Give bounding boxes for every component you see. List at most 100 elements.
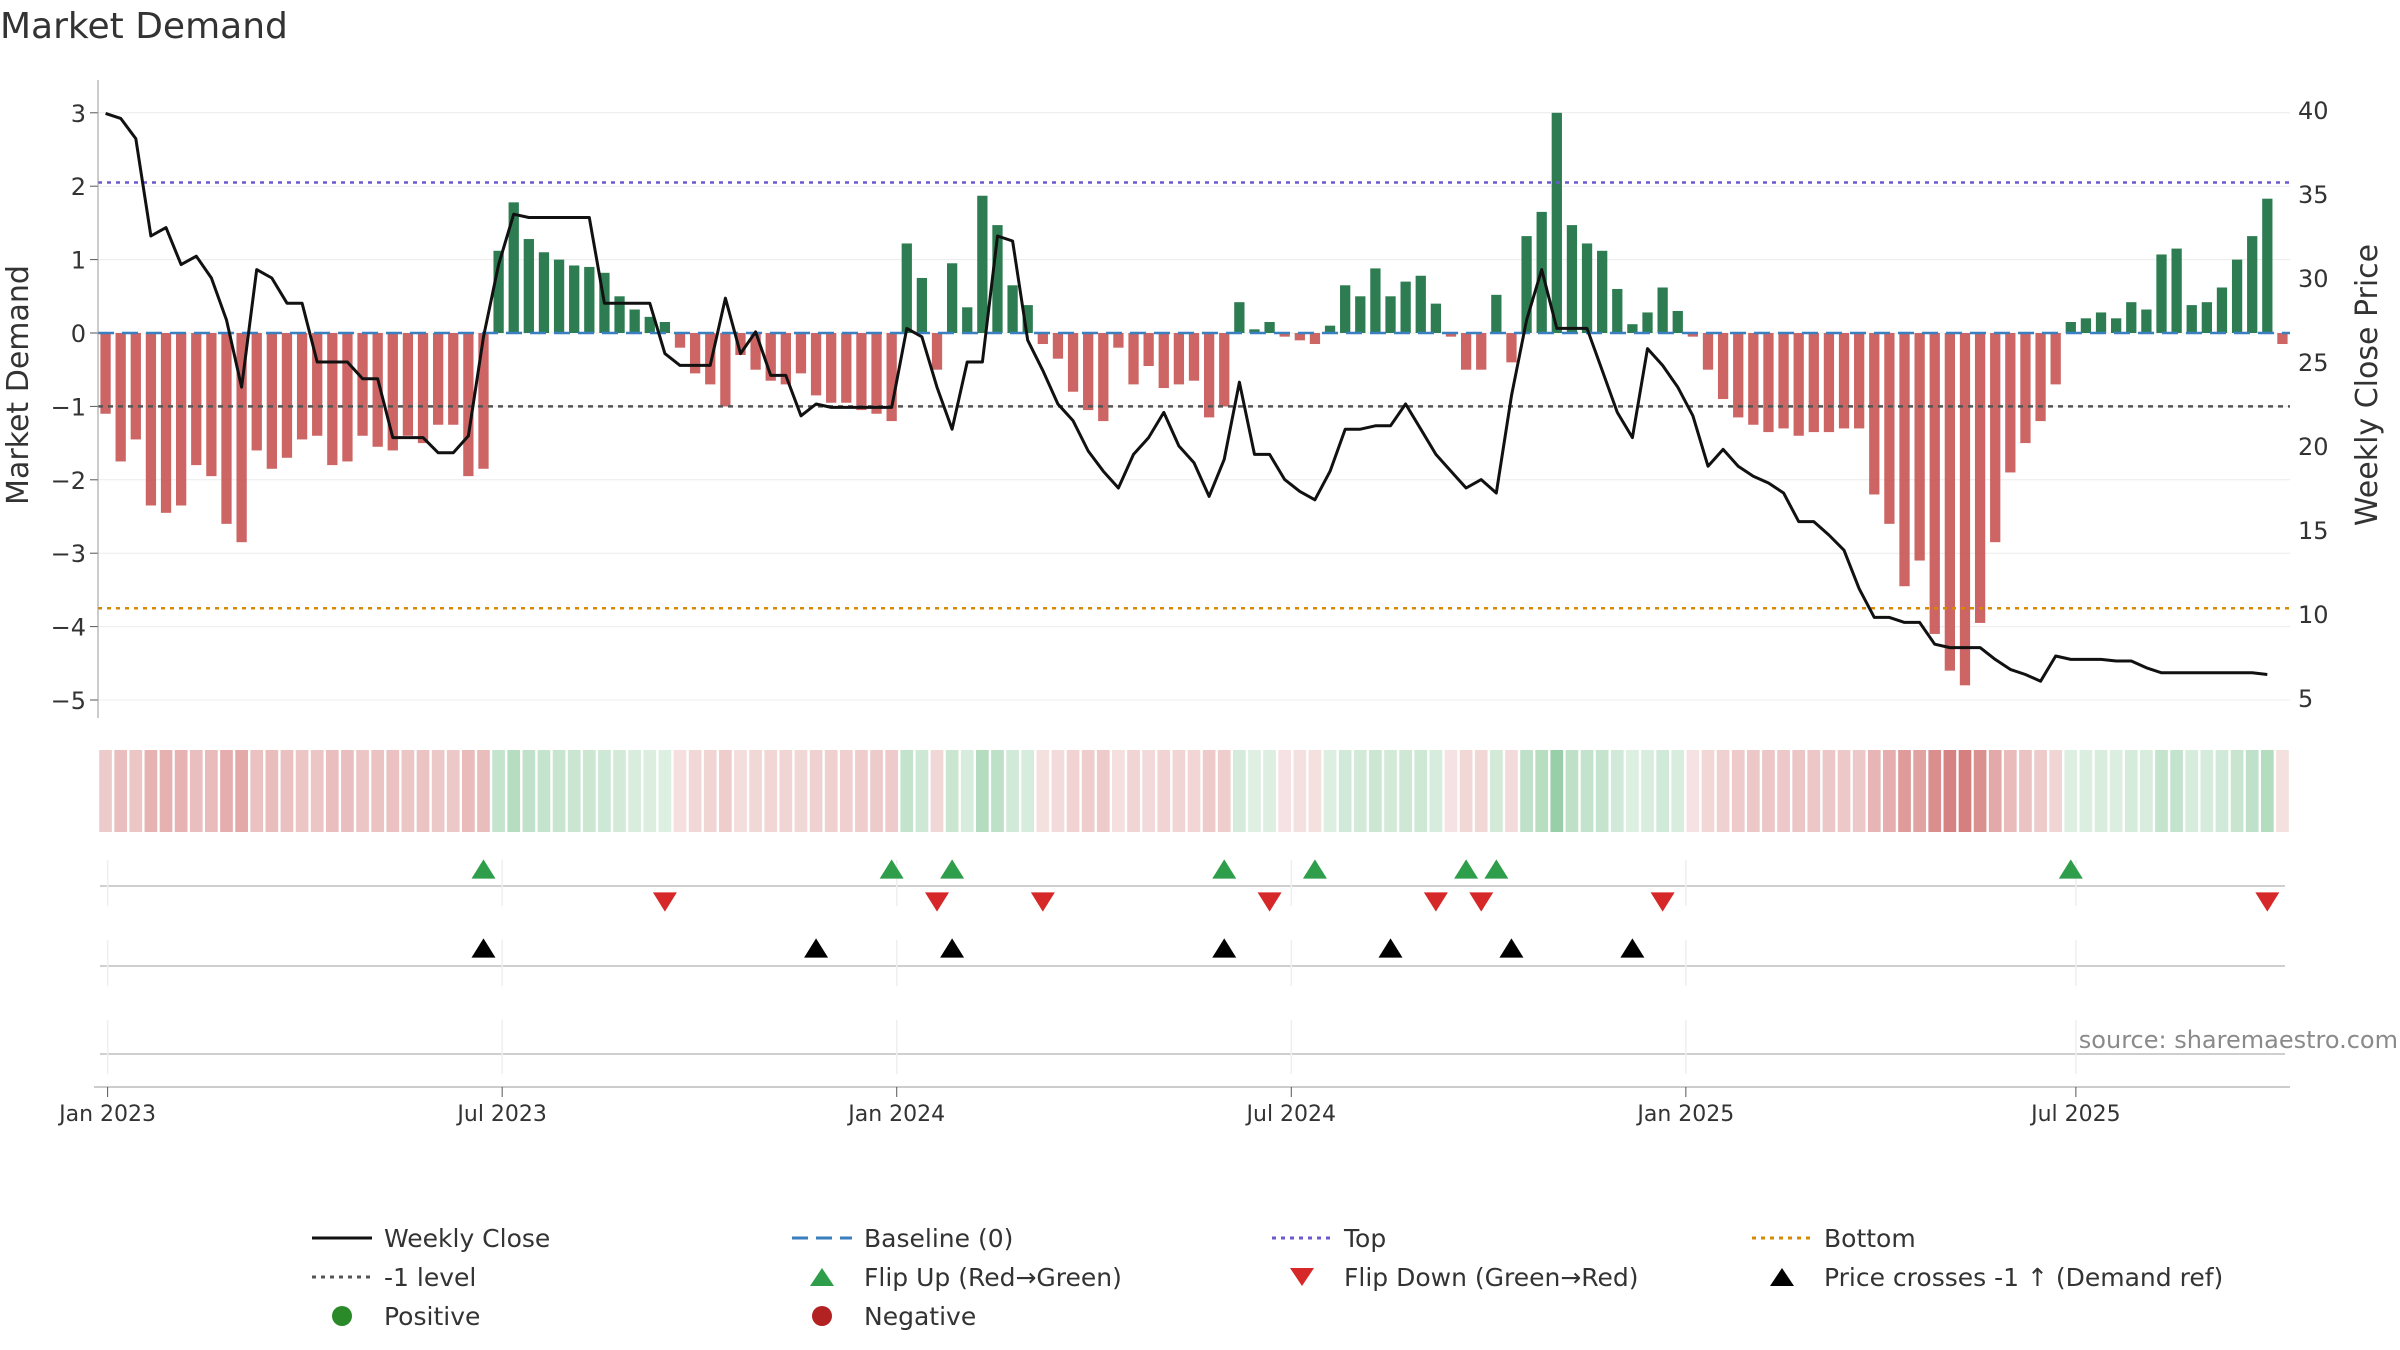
demand-bar-70 [1158, 333, 1169, 389]
heat-cell-105 [1686, 750, 1700, 832]
heat-cell-92 [1489, 750, 1503, 832]
heat-cell-115 [1837, 750, 1851, 832]
y2-axis-label: Weekly Close Price [2350, 244, 2385, 526]
demand-bar-98 [1581, 243, 1593, 333]
demand-bar-52 [886, 333, 897, 422]
demand-bar-86 [1400, 281, 1411, 333]
demand-bar-3 [145, 333, 157, 506]
heat-cell-11 [265, 750, 279, 832]
ytick-label-6: −3 [51, 540, 86, 568]
heat-cell-60 [1006, 750, 1019, 832]
demand-bar-29 [538, 252, 550, 333]
ytick-label-4: −1 [51, 393, 86, 421]
heat-cell-134 [2124, 750, 2138, 832]
heat-cell-52 [885, 750, 899, 832]
reference-lines [98, 181, 2290, 610]
heat-cell-142 [2245, 750, 2259, 832]
legend-item-3: Bottom [1752, 1224, 1916, 1253]
demand-bar-100 [1612, 288, 1623, 333]
heat-cell-19 [386, 750, 400, 832]
heat-cell-133 [2109, 750, 2123, 832]
xtick-label-5: Jul 2025 [2029, 1102, 2121, 1127]
legend-label-6: Flip Down (Green→Red) [1344, 1263, 1639, 1292]
y-axis-ticks: 3 2 1 0 −1 −2 −3 −4 −5 [51, 80, 99, 718]
demand-bar-2 [130, 333, 141, 440]
demand-bar-143 [2262, 198, 2273, 333]
heat-cell-82 [1338, 750, 1352, 832]
heat-cell-37 [658, 750, 672, 832]
demand-bar-65 [1083, 333, 1094, 411]
heat-cell-93 [1505, 750, 1518, 832]
y2tick-label-0: 40 [2298, 97, 2329, 125]
demand-bar-0 [100, 333, 111, 414]
heat-cell-87 [1414, 750, 1428, 832]
demand-bar-74 [1219, 333, 1230, 407]
legend-swatch-6 [1290, 1268, 1314, 1286]
legend-label-9: Negative [864, 1302, 976, 1331]
heat-cell-16 [341, 750, 354, 832]
heat-cell-66 [1096, 750, 1110, 832]
demand-bar-45 [780, 333, 791, 385]
flip-up-marker-4 [1302, 859, 1327, 879]
demand-bar-139 [2201, 302, 2212, 333]
heat-cell-72 [1187, 750, 1201, 832]
heat-cell-27 [507, 750, 521, 832]
demand-bar-35 [629, 309, 640, 333]
legend-label-2: Top [1343, 1224, 1386, 1253]
heat-cell-57 [960, 750, 974, 832]
heat-cell-6 [189, 750, 203, 832]
heat-cell-63 [1051, 750, 1065, 832]
demand-bar-108 [1733, 333, 1744, 418]
demand-bar-133 [2111, 318, 2122, 333]
heat-cell-20 [401, 750, 415, 832]
demand-bar-110 [1763, 333, 1774, 433]
demand-bar-50 [856, 333, 867, 411]
price-cross-marker-2 [940, 938, 965, 958]
heat-cell-58 [976, 750, 989, 832]
y2tick-label-1: 35 [2298, 181, 2329, 209]
demand-bar-128 [2035, 333, 2046, 422]
heat-cell-106 [1701, 750, 1715, 832]
demand-bar-34 [614, 296, 625, 333]
demand-bar-55 [931, 333, 943, 370]
heat-cell-101 [1626, 750, 1639, 832]
demand-bar-82 [1340, 285, 1351, 333]
y2tick-label-5: 15 [2298, 517, 2329, 545]
demand-bar-113 [1808, 333, 1819, 433]
xtick-label-2: Jan 2024 [846, 1102, 945, 1127]
heat-cell-47 [809, 750, 823, 832]
demand-bar-69 [1143, 333, 1154, 367]
demand-bar-26 [493, 250, 504, 333]
flip-down-marker-5 [1469, 892, 1494, 912]
demand-bar-53 [901, 243, 912, 333]
heat-cell-12 [280, 750, 294, 832]
flip-down-marker-6 [1650, 892, 1675, 912]
heat-cell-22 [431, 750, 445, 832]
heat-cell-8 [220, 750, 233, 832]
heat-cell-39 [688, 750, 702, 832]
heat-cell-13 [295, 750, 309, 832]
heat-cell-32 [582, 750, 596, 832]
heat-cell-138 [2185, 750, 2199, 832]
heat-cell-79 [1293, 750, 1307, 832]
demand-bar-84 [1370, 268, 1381, 333]
demand-bar-116 [1854, 333, 1865, 429]
flip-down-marker-7 [2255, 892, 2280, 912]
demand-bar-18 [372, 333, 383, 447]
demand-bar-138 [2186, 305, 2197, 333]
price-cross-marker-4 [1378, 938, 1403, 958]
heat-cell-5 [174, 750, 188, 832]
y-axis-label: Market Demand [1, 265, 36, 505]
demand-bar-88 [1430, 303, 1442, 333]
heat-cell-132 [2094, 750, 2108, 832]
demand-bar-99 [1597, 250, 1608, 333]
demand-bar-31 [569, 265, 580, 333]
demand-bar-127 [2020, 333, 2031, 444]
heat-cell-112 [1792, 750, 1806, 832]
demand-bar-15 [327, 333, 338, 466]
demand-bar-68 [1128, 333, 1139, 385]
heat-cell-120 [1913, 750, 1926, 832]
demand-bar-24 [463, 333, 474, 477]
heat-cell-25 [477, 750, 490, 832]
demand-bar-126 [2005, 333, 2016, 473]
